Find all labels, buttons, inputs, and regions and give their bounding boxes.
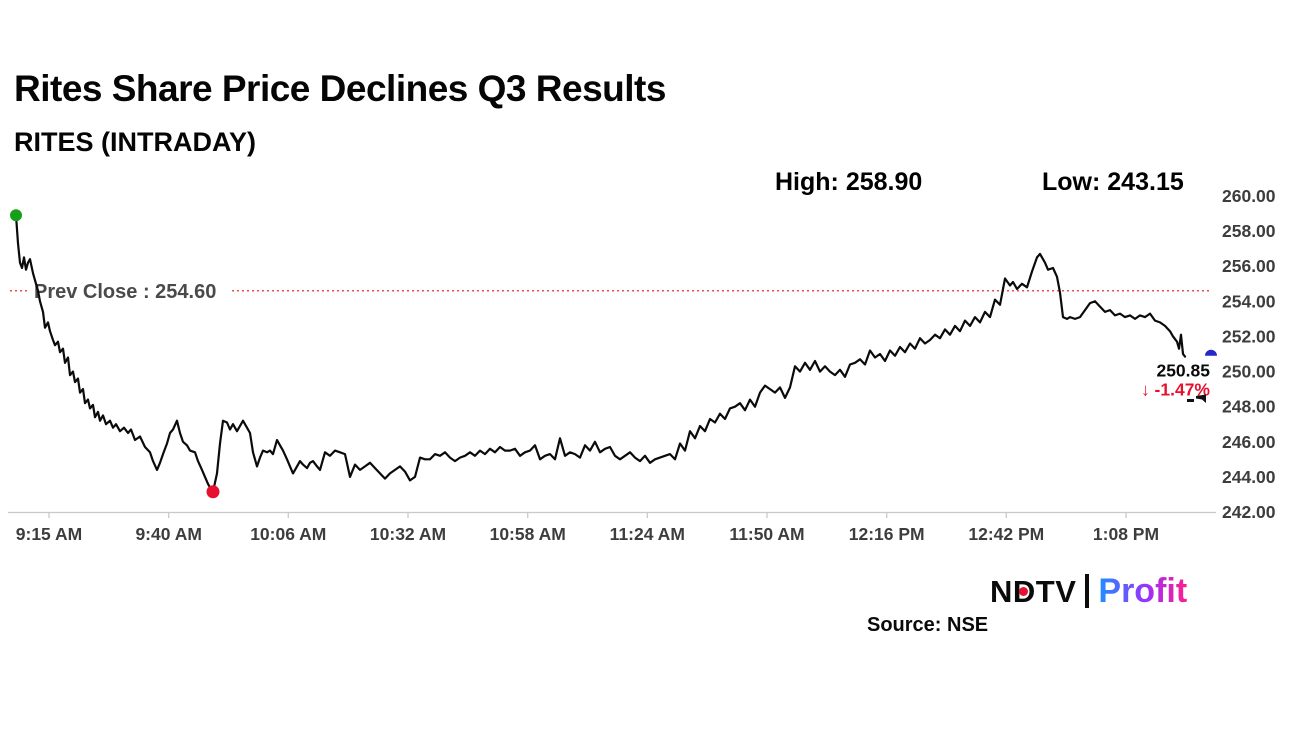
- x-tick-label: 1:08 PM: [1093, 524, 1159, 544]
- x-tick-label: 10:32 AM: [370, 524, 446, 544]
- last-change-label: ↓ -1.47%: [1141, 380, 1210, 400]
- x-tick-label: 9:15 AM: [16, 524, 82, 544]
- low-stat-value: 243.15: [1107, 168, 1184, 196]
- source-attribution: Source: NSE: [867, 614, 989, 636]
- ndtv-red-dot-icon: [1019, 586, 1028, 596]
- high-stat: High: 258.90: [775, 168, 922, 197]
- x-tick-label: 9:40 AM: [135, 524, 201, 544]
- x-tick-label: 11:50 AM: [729, 524, 804, 544]
- ndtv-wordmark: NDTV: [990, 576, 1076, 607]
- x-tick-label: 11:24 AM: [610, 524, 685, 544]
- ndtv-profit-logo: NDTV Profit: [990, 570, 1187, 612]
- high-stat-label: High:: [775, 168, 839, 196]
- y-tick-label: 242.00: [1222, 502, 1276, 522]
- last-price-marker: [1205, 349, 1217, 356]
- logo-divider: [1085, 574, 1090, 608]
- x-axis-ticks: [48, 512, 1127, 518]
- last-price-label: 250.85: [1156, 361, 1210, 381]
- y-tick-label: 258.00: [1222, 221, 1276, 241]
- y-tick-label: 244.00: [1222, 467, 1276, 487]
- y-tick-label: 254.00: [1222, 291, 1276, 311]
- x-tick-label: 10:06 AM: [250, 524, 326, 544]
- y-tick-label: 246.00: [1222, 432, 1276, 452]
- x-tick-label: 12:16 PM: [849, 524, 925, 544]
- price-line: [14, 214, 1187, 493]
- low-price-marker: [206, 485, 220, 499]
- high-stat-value: 258.90: [845, 168, 923, 196]
- profit-wordmark: Profit: [1098, 572, 1188, 610]
- page-title: Rites Share Price Declines Q3 Results: [14, 68, 666, 109]
- low-stat: Low: 243.15: [1042, 168, 1184, 197]
- y-axis-labels: 260.00 258.00 256.00 254.00 252.00 250.00 248.…: [1222, 186, 1276, 522]
- instrument-label: RITES (INTRADAY): [14, 127, 257, 157]
- x-tick-label: 12:42 PM: [968, 524, 1044, 544]
- open-price-marker: [10, 209, 22, 222]
- prev-close-label: Prev Close : 254.60: [34, 281, 216, 303]
- y-tick-label: 250.00: [1222, 362, 1276, 382]
- y-tick-label: 248.00: [1222, 397, 1276, 417]
- x-axis-labels: 9:15 AM 9:40 AM 10:06 AM 10:32 AM 10:58 AM 11…: [16, 524, 1159, 544]
- x-tick-label: 10:58 AM: [490, 524, 566, 544]
- ndtv-text: NDTV: [990, 573, 1077, 609]
- low-stat-label: Low:: [1042, 168, 1101, 196]
- y-tick-label: 256.00: [1222, 256, 1276, 276]
- y-tick-label: 252.00: [1222, 326, 1276, 346]
- y-tick-label: 260.00: [1222, 186, 1276, 206]
- cursor-artifact: [1187, 394, 1206, 403]
